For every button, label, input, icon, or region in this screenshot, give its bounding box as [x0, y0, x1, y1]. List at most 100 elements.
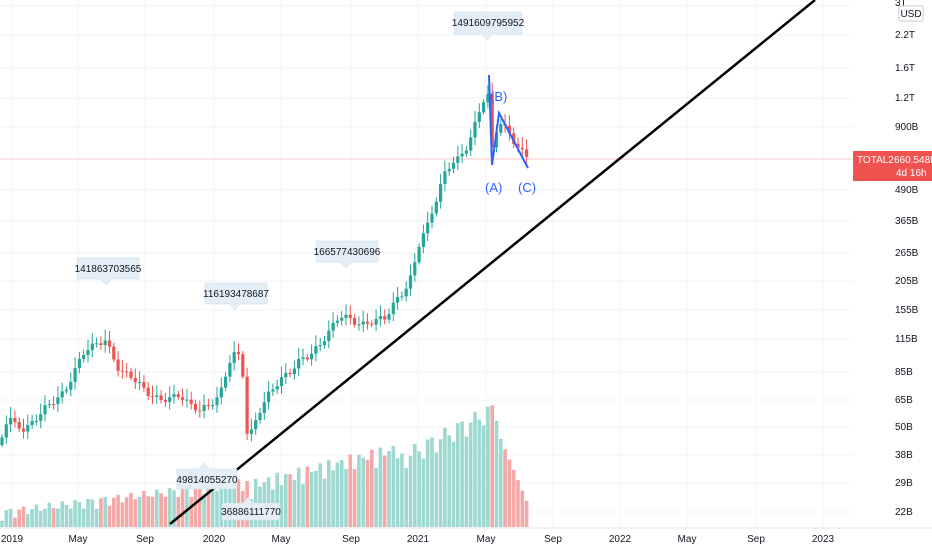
- time-tick-label: 2021: [407, 534, 430, 545]
- candle-body: [464, 150, 468, 154]
- candle-body: [133, 378, 137, 383]
- volume-bar: [434, 452, 439, 527]
- time-tick-label: 2019: [1, 534, 24, 545]
- candle-body: [516, 143, 520, 148]
- candle-body: [258, 412, 262, 421]
- candle-body: [456, 156, 460, 163]
- volume-bar: [189, 496, 193, 527]
- candle-body: [125, 371, 129, 373]
- candle-body: [490, 93, 494, 148]
- volume-bar: [77, 502, 82, 527]
- candle-body: [327, 330, 331, 342]
- price-tick-label: 205B: [895, 276, 919, 287]
- candle-body: [47, 404, 51, 406]
- candle-body: [86, 350, 90, 355]
- volume-bar: [73, 500, 77, 527]
- time-tick-label: 2023: [812, 534, 835, 545]
- price-tick-label: 50B: [895, 422, 913, 433]
- candle-body: [284, 373, 288, 378]
- candle-body: [232, 352, 236, 363]
- candle-body: [331, 322, 335, 331]
- volume-bar: [520, 490, 525, 527]
- volume-bar: [327, 460, 331, 527]
- trendline[interactable]: [169, 0, 816, 525]
- candle-body: [340, 317, 344, 321]
- candle-body: [430, 213, 434, 223]
- volume-bar: [103, 496, 107, 527]
- volume-bar: [382, 455, 387, 527]
- candle-body: [254, 420, 258, 430]
- candle-body: [249, 429, 253, 434]
- price-tick-label: 265B: [895, 248, 919, 259]
- volume-bar: [292, 479, 297, 527]
- volume-bar: [206, 485, 211, 527]
- candle-body: [292, 368, 296, 375]
- volume-bar: [172, 490, 176, 527]
- candle-body: [245, 376, 249, 434]
- candle-body: [172, 394, 176, 398]
- volume-bar: [468, 422, 473, 527]
- volume-bar: [176, 496, 181, 527]
- candle-body: [129, 371, 133, 379]
- volume-bar: [284, 473, 288, 527]
- volume-bar: [473, 411, 477, 527]
- candle-body: [413, 262, 417, 276]
- volume-bar: [374, 467, 378, 527]
- volume-bar: [185, 487, 189, 527]
- volume-bar: [430, 437, 434, 527]
- time-tick-label: May: [272, 534, 291, 545]
- candle-body: [116, 359, 120, 371]
- volume-bar: [129, 492, 133, 527]
- volume-bar: [404, 468, 408, 527]
- callout-2020-mar-low-label: 36886111770: [221, 507, 281, 518]
- price-axis[interactable]: 3T 2.2T 1.6T 1.2T 900B 490B 365B 265B 205B 155B 11…: [852, 0, 932, 528]
- volume-bar: [38, 510, 43, 527]
- candle-body: [4, 424, 8, 438]
- candle-body: [219, 387, 223, 398]
- time-tick-label: May: [69, 534, 88, 545]
- candle-body: [142, 382, 146, 388]
- volume-bar: [133, 499, 138, 527]
- time-tick-label: 2022: [609, 534, 632, 545]
- volume-bar: [486, 406, 490, 527]
- volume-bar: [413, 444, 417, 527]
- candle-body: [215, 397, 219, 406]
- candle-body: [202, 405, 206, 411]
- wave-label-a: (A): [485, 180, 502, 195]
- volume-bar: [408, 455, 413, 527]
- volume-bar: [279, 485, 284, 527]
- volume-bar: [26, 514, 30, 527]
- volume-bar: [335, 462, 340, 527]
- volume-bar: [438, 439, 443, 527]
- volume-bar: [0, 520, 4, 527]
- time-axis[interactable]: 2019 May Sep 2020 May Sep 2021 May Sep 2022 May Sep…: [0, 527, 932, 545]
- volume-bar: [137, 496, 142, 527]
- volume-bar: [451, 441, 456, 527]
- callout-2020-aug-high: 166577430696: [314, 240, 381, 269]
- abc-wave-pattern[interactable]: [488, 74, 529, 169]
- candle-body: [301, 357, 305, 359]
- volume-bar: [94, 508, 99, 527]
- candle-body: [21, 428, 26, 432]
- time-tick-label: May: [678, 534, 697, 545]
- volume-bar: [378, 447, 383, 527]
- candle-body: [17, 422, 21, 429]
- volume-bar: [167, 488, 172, 527]
- candle-body: [267, 391, 271, 403]
- candle-body: [396, 296, 400, 303]
- volume-bar: [60, 501, 64, 527]
- candle-body: [443, 171, 447, 184]
- candle-body: [262, 402, 266, 413]
- volume-bar: [524, 500, 529, 527]
- candle-body: [310, 353, 314, 360]
- volume-bar: [90, 499, 95, 527]
- volume-bar: [215, 490, 219, 527]
- volume-bar: [425, 439, 430, 527]
- candle-body: [69, 381, 73, 390]
- currency-badge[interactable]: [898, 5, 924, 22]
- volume-bar: [318, 463, 322, 527]
- candle-body: [271, 389, 275, 392]
- callout-ath-label: 1491609795952: [452, 18, 525, 29]
- volume-bar: [81, 508, 86, 527]
